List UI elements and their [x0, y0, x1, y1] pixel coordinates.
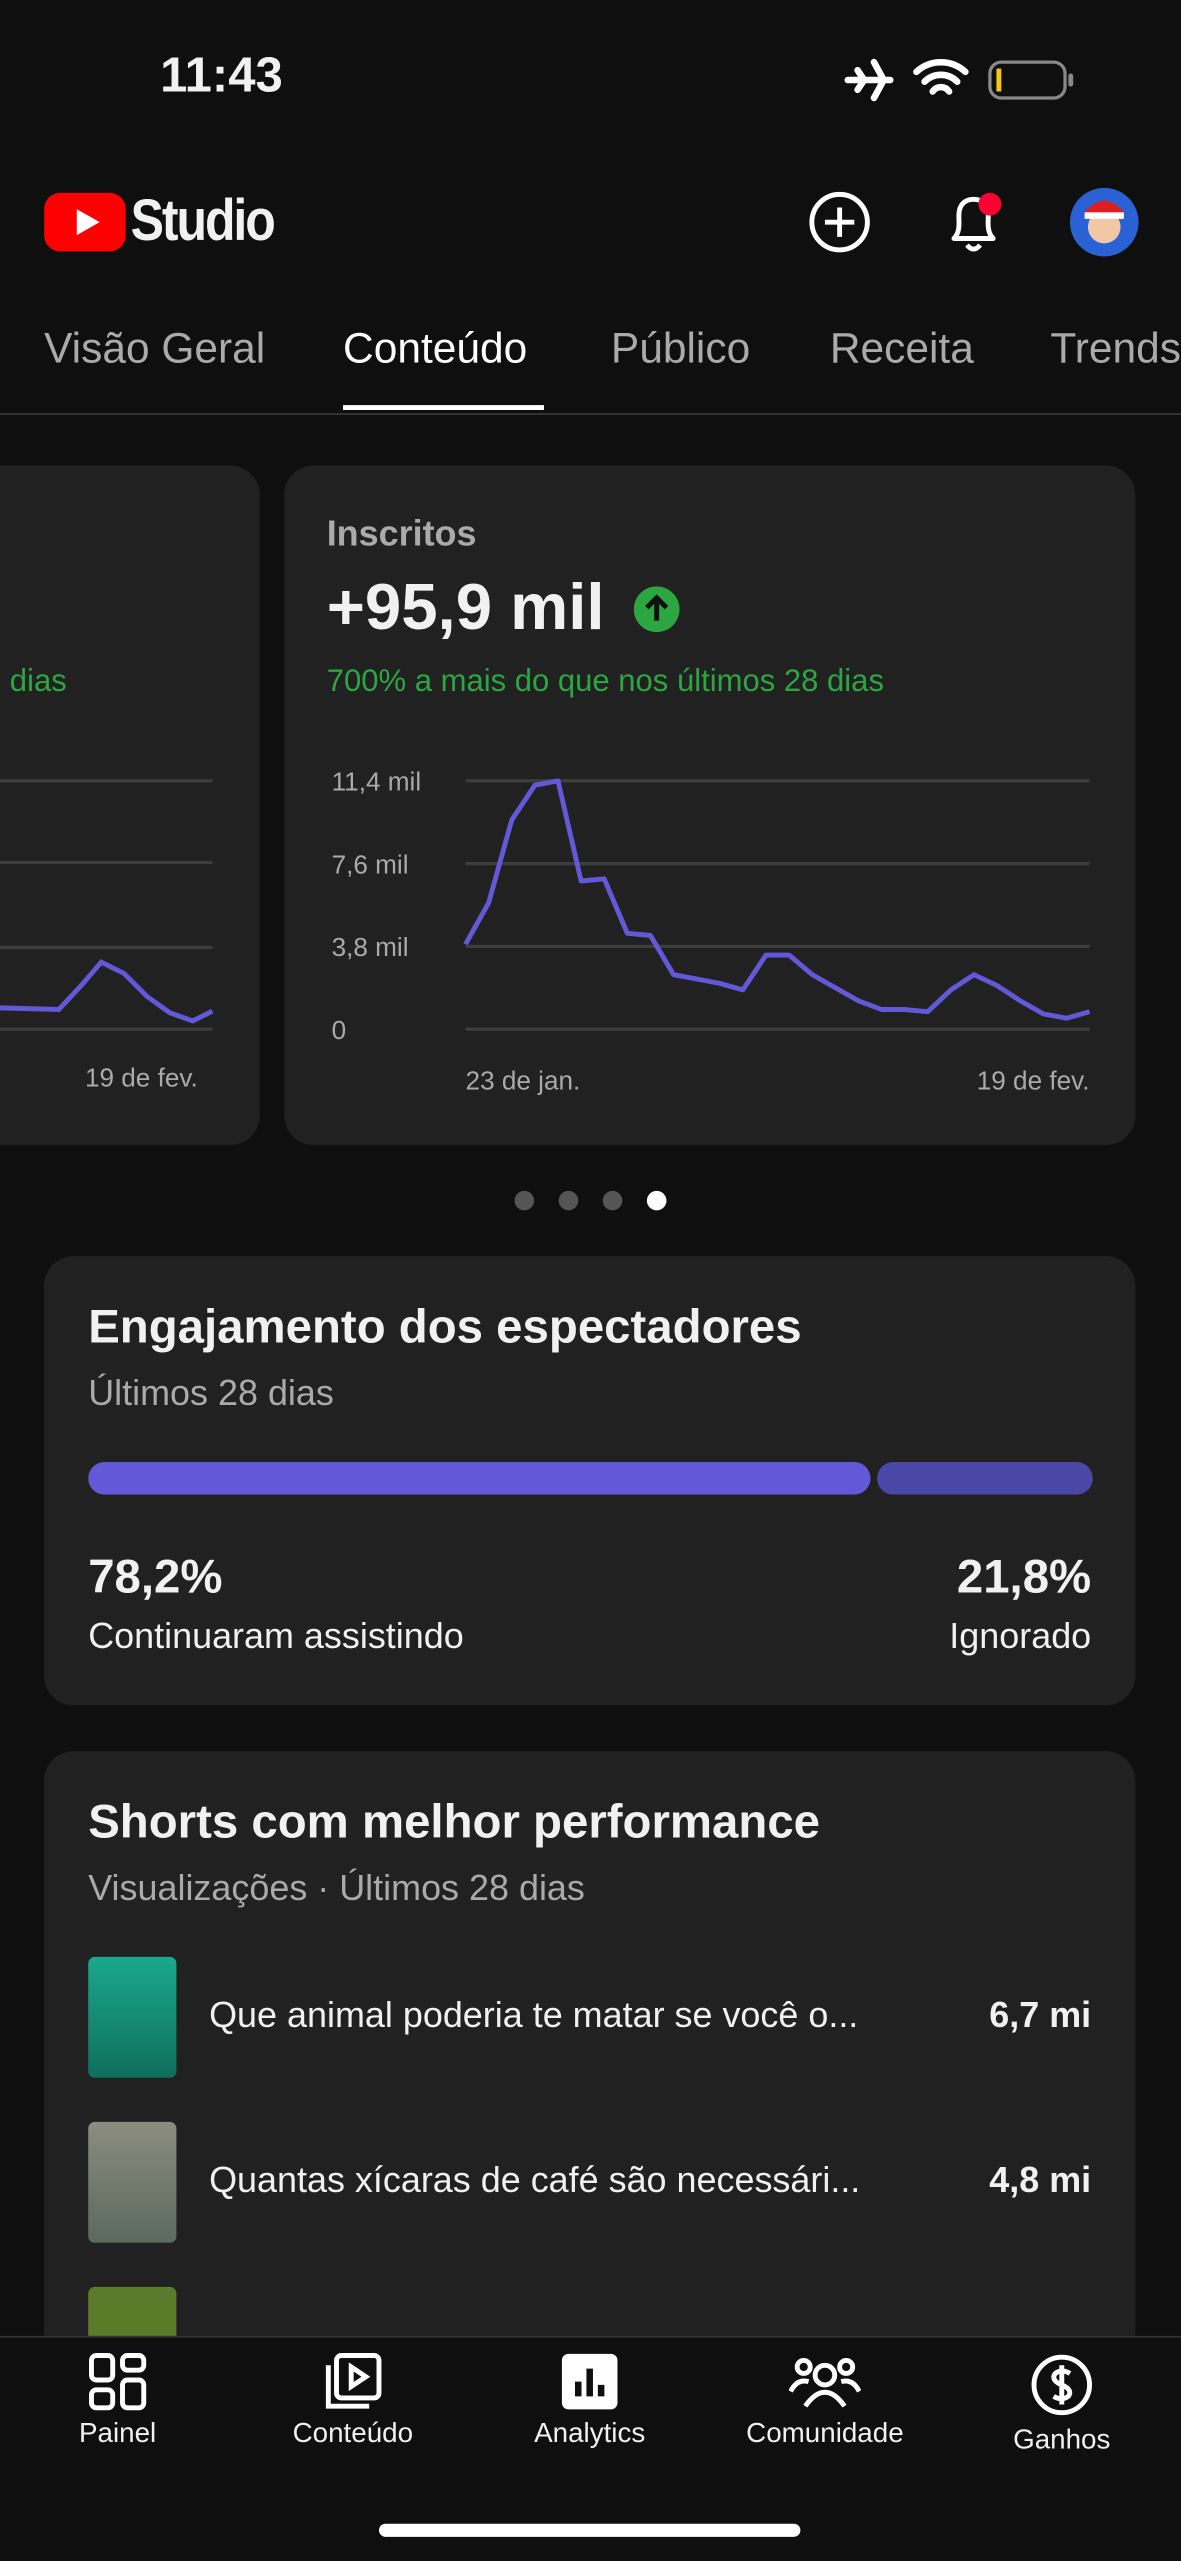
top-shorts-card	[44, 1751, 1136, 2438]
nav-label: Painel	[78, 2417, 157, 2449]
nav-item[interactable]: Conteúdo	[235, 2352, 470, 2450]
status-icons	[844, 58, 1074, 102]
previous-card[interactable]	[0, 465, 260, 1146]
nav-icon	[788, 2357, 861, 2408]
short-views: 6,7 mi	[989, 1994, 1092, 2036]
short-title[interactable]: Quantas xícaras de café são necessári...	[209, 2159, 861, 2201]
engagement-title: Engajamento dos espectadores	[88, 1301, 802, 1355]
x-tick-label: 19 de fev.	[977, 1066, 1090, 1096]
avatar-button[interactable]	[1069, 187, 1139, 257]
subscribers-card[interactable]	[284, 465, 1136, 1146]
series-line	[463, 778, 1091, 1021]
tab[interactable]: Trends	[1050, 323, 1181, 373]
up-arrow-icon	[633, 586, 680, 633]
y-tick-label: 3,8 mil	[332, 932, 409, 962]
home-indicator	[378, 2523, 801, 2537]
nav-icon	[89, 2353, 147, 2411]
previous-card-x-label: 19 de fev.	[84, 1065, 198, 1093]
tab[interactable]: Público	[610, 323, 751, 373]
nav-label: Comunidade	[746, 2417, 904, 2449]
engagement-segment	[88, 1461, 871, 1495]
tab-active[interactable]: Conteúdo	[343, 323, 528, 373]
tab[interactable]: Visão Geral	[44, 323, 266, 373]
tab-divider	[0, 413, 1181, 415]
nav-item[interactable]: Ganhos	[944, 2352, 1179, 2457]
nav-label: Ganhos	[1013, 2424, 1111, 2456]
nav-item[interactable]: Painel	[0, 2352, 235, 2450]
engagement-value: 21,8%	[956, 1551, 1092, 1605]
engagement-label: Ignorado	[949, 1615, 1092, 1657]
nav-item[interactable]: Analytics	[472, 2352, 707, 2450]
nav-item[interactable]: Comunidade	[707, 2352, 942, 2450]
engagement-bar	[88, 1461, 1093, 1495]
tab[interactable]: Receita	[829, 323, 974, 373]
nav-label: Conteúdo	[292, 2417, 414, 2449]
card-title: Inscritos	[326, 512, 477, 554]
previous-card-chart	[0, 779, 214, 1031]
nav-icon	[325, 2353, 382, 2409]
short-title[interactable]: Que animal poderia te matar se você o...	[209, 1994, 859, 2036]
engagement-label: Continuaram assistindo	[88, 1615, 464, 1657]
y-tick-label: 11,4 mil	[332, 767, 422, 797]
top-shorts-subtitle: Visualizações · Últimos 28 dias	[88, 1867, 585, 1908]
nav-icon	[1031, 2354, 1092, 2416]
card-comparison: 700% a mais do que nos últimos 28 dias	[326, 664, 884, 700]
x-tick-label: 23 de jan.	[466, 1066, 581, 1096]
thumbnail[interactable]	[88, 1956, 177, 2078]
y-tick-label: 7,6 mil	[332, 849, 409, 879]
tab-indicator	[343, 405, 544, 411]
top-shorts-title: Shorts com melhor performance	[88, 1796, 821, 1850]
notifications-button[interactable]	[941, 186, 1010, 258]
short-views: 4,8 mi	[989, 2159, 1092, 2201]
thumbnail[interactable]	[88, 2121, 177, 2243]
nav-label: Analytics	[534, 2417, 646, 2449]
engagement-value: 78,2%	[88, 1551, 223, 1605]
y-tick-label: 0	[332, 1015, 347, 1045]
engagement-segment	[877, 1461, 1093, 1495]
nav-icon	[561, 2353, 618, 2410]
create-button[interactable]	[807, 189, 872, 254]
status-time: 11:43	[160, 49, 283, 103]
carousel-dots	[514, 1190, 667, 1211]
engagement-subtitle: Últimos 28 dias	[88, 1372, 334, 1413]
previous-card-subtitle: dias	[9, 664, 67, 700]
card-value: +95,9 mil	[326, 571, 605, 644]
subscribers-chart: 0 3,8 mil 7,6 mil 11,4 mil 23 de jan. 19 de f…	[0, 767, 1091, 1096]
youtube-logo	[44, 192, 126, 252]
app-name: Studio	[130, 186, 276, 254]
